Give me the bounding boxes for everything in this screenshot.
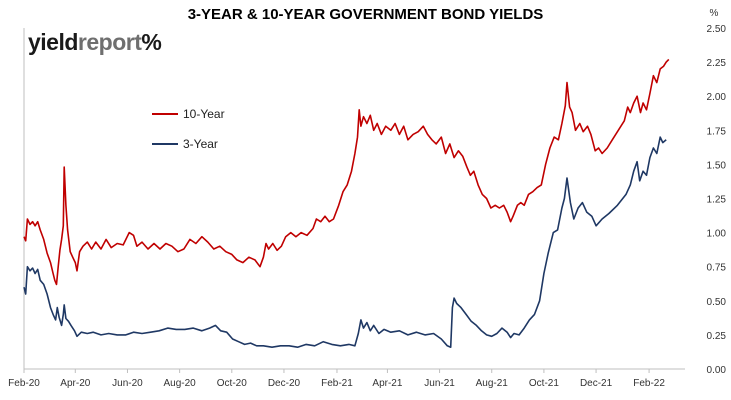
series-line-10-year (23, 58, 670, 286)
y-tick-label: 0.75 (707, 263, 727, 274)
x-tick-label: Dec-20 (268, 378, 301, 389)
x-tick-label: Feb-20 (8, 378, 40, 389)
logo-percent-icon: % (141, 29, 162, 55)
x-tick-label: Dec-21 (580, 378, 613, 389)
y-tick-label: 0.50 (707, 297, 727, 308)
y-tick-label: 2.50 (707, 24, 727, 35)
y-tick-label: 1.25 (707, 195, 727, 206)
yieldreport-logo: yieldreport% (28, 29, 162, 56)
y-tick-label: 2.00 (707, 92, 727, 103)
axes: 2.50 2.25 2.00 1.75 1.50 1.25 1.00 0.75 0.50 0.25… (8, 8, 726, 389)
x-tick-label: Apr-21 (372, 378, 402, 389)
y-tick-label: 1.50 (707, 160, 727, 171)
x-tick-label: Apr-20 (60, 378, 90, 389)
y-tick-label: 0.00 (707, 365, 727, 376)
logo-report: report (77, 29, 142, 55)
x-tick-label: Feb-21 (321, 378, 353, 389)
legend-label: 10-Year (183, 107, 225, 121)
legend-label: 3-Year (183, 137, 218, 151)
x-tick-label: Feb-22 (633, 378, 665, 389)
y-tick-label: 2.25 (707, 58, 727, 69)
x-tick-label: Oct-20 (217, 378, 247, 389)
legend: 10-Year 3-Year (152, 107, 225, 151)
x-tick-label: Oct-21 (529, 378, 559, 389)
x-tick-label: Aug-20 (164, 378, 197, 389)
series-line-3-year (23, 136, 667, 348)
chart-title: 3-YEAR & 10-YEAR GOVERNMENT BOND YIELDS (187, 6, 544, 23)
x-tick-label: Aug-21 (476, 378, 509, 389)
y-tick-label: 0.25 (707, 331, 727, 342)
x-tick-label: Jun-21 (424, 378, 455, 389)
y-tick-label: 1.00 (707, 229, 727, 240)
y-tick-label: 1.75 (707, 126, 727, 137)
x-tick-label: Jun-20 (112, 378, 143, 389)
series-lines (23, 58, 670, 348)
logo-yield: yield (28, 29, 78, 55)
y-unit-label: % (710, 8, 719, 19)
